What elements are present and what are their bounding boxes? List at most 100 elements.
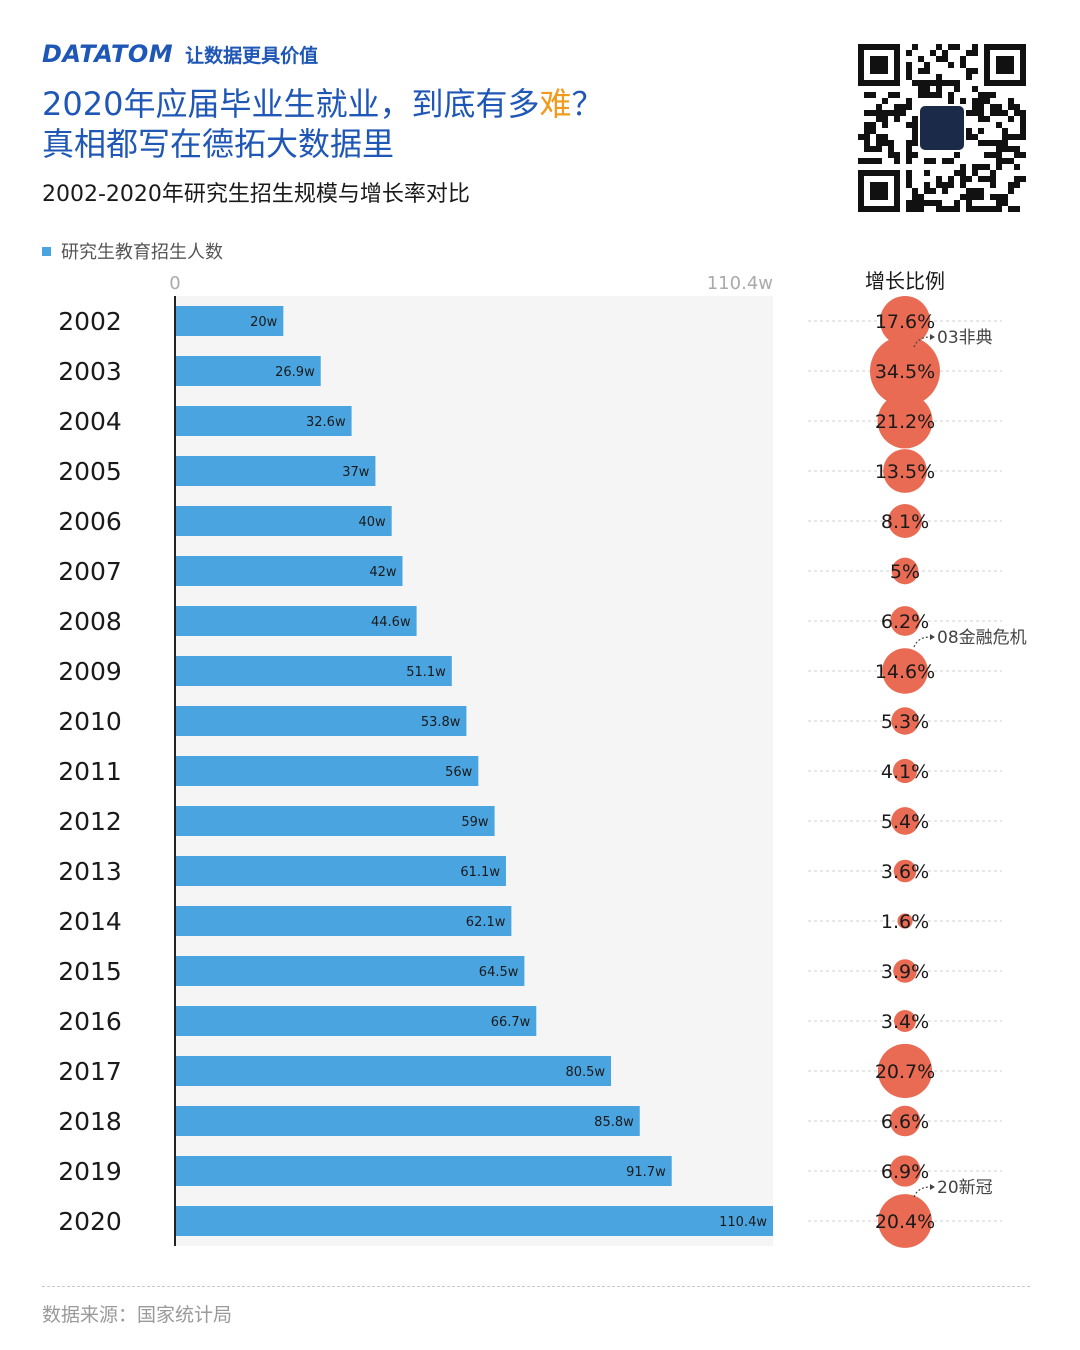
year-label: 2009 — [58, 657, 122, 686]
growth-label: 14.6% — [875, 661, 935, 683]
growth-label: 3.6% — [881, 861, 929, 883]
year-label: 2007 — [58, 557, 122, 586]
bar-value-label: 66.7w — [491, 1015, 531, 1030]
growth-label: 5% — [890, 561, 920, 583]
growth-label: 6.9% — [881, 1161, 929, 1183]
growth-bubble — [893, 859, 917, 883]
chart-subtitle: 2002-2020年研究生招生规模与增长率对比 — [42, 182, 470, 207]
bar-value-label: 42w — [369, 565, 397, 580]
year-label: 2013 — [58, 857, 122, 886]
growth-bubble — [888, 504, 922, 538]
year-label: 2015 — [58, 957, 122, 986]
bar — [175, 1156, 672, 1186]
bar-value-label: 37w — [342, 465, 370, 480]
bar-value-label: 56w — [445, 765, 473, 780]
annotation-arrowhead — [930, 1184, 935, 1190]
growth-label: 17.6% — [875, 311, 935, 333]
growth-label: 3.4% — [881, 1011, 929, 1033]
growth-label: 21.2% — [875, 411, 935, 433]
year-label: 2016 — [58, 1007, 122, 1036]
year-label: 2012 — [58, 807, 122, 836]
growth-bubble — [877, 1043, 933, 1099]
bar-value-label: 32.6w — [306, 415, 346, 430]
bar-value-label: 44.6w — [371, 615, 411, 630]
bar-value-label: 61.1w — [460, 865, 500, 880]
year-label: 2003 — [58, 357, 122, 386]
year-label: 2008 — [58, 607, 122, 636]
bar-value-label: 91.7w — [626, 1165, 666, 1180]
year-label: 2010 — [58, 707, 122, 736]
growth-header: 增长比例 — [865, 269, 945, 293]
bar — [175, 406, 352, 436]
title-highlight: 难 — [539, 85, 572, 123]
growth-bubble — [877, 393, 933, 449]
bar — [175, 856, 506, 886]
growth-label: 6.6% — [881, 1111, 929, 1133]
year-label: 2004 — [58, 407, 122, 436]
growth-bubble — [897, 913, 913, 929]
axis-min-label: 0 — [169, 273, 180, 294]
annotation-connector — [913, 636, 931, 648]
growth-bubble — [880, 296, 930, 346]
year-label: 2019 — [58, 1157, 122, 1186]
growth-bubble — [891, 707, 919, 735]
qr-code-icon — [858, 44, 1026, 212]
bar-value-label: 53.8w — [421, 715, 461, 730]
chart-legend: 研究生教育招生人数 — [42, 238, 223, 264]
bar-value-label: 80.5w — [565, 1065, 605, 1080]
axis-max-label: 110.4w — [707, 273, 773, 294]
bar-value-label: 62.1w — [466, 915, 506, 930]
growth-bubble — [878, 1194, 932, 1248]
growth-label: 1.6% — [881, 911, 929, 933]
bar-value-label: 26.9w — [275, 365, 315, 380]
growth-label: 20.4% — [875, 1211, 935, 1233]
annotation-connector — [913, 336, 931, 348]
brand-slogan: 让数据更具价值 — [185, 44, 319, 67]
growth-bubble — [894, 1010, 916, 1032]
bar-value-label: 85.8w — [594, 1115, 634, 1130]
bar-value-label: 110.4w — [719, 1215, 767, 1230]
growth-bubble — [892, 758, 918, 784]
page-title: 2020年应届毕业生就业，到底有多难？ 真相都写在德拓大数据里 — [42, 84, 603, 164]
bar — [175, 606, 417, 636]
year-label: 2002 — [58, 307, 122, 336]
annotation-label: 20新冠 — [937, 1178, 993, 1198]
year-label: 2018 — [58, 1107, 122, 1136]
growth-bubble — [882, 648, 928, 694]
footer-divider — [42, 1286, 1030, 1287]
growth-label: 5.4% — [881, 811, 929, 833]
growth-bubble — [889, 1105, 921, 1137]
brand-name: DATATOM — [42, 40, 174, 68]
growth-label: 20.7% — [875, 1061, 935, 1083]
bar — [175, 506, 392, 536]
bar — [175, 1106, 640, 1136]
growth-bubble — [870, 336, 940, 406]
growth-bubble — [893, 959, 917, 983]
bar-chart: 0 110.4w 增长比例 2002 20w 17.6% 2003 26.9w 34.5% 200… — [58, 269, 1027, 1248]
growth-label: 8.1% — [881, 511, 929, 533]
growth-bubble — [889, 1155, 921, 1187]
growth-bubble — [891, 557, 919, 585]
bar — [175, 456, 376, 486]
annotation-connector — [913, 1186, 931, 1198]
bar — [175, 1056, 612, 1086]
bar-value-label: 51.1w — [406, 665, 446, 680]
year-label: 2006 — [58, 507, 122, 536]
brand-logo: DATATOM 让数据更具价值 — [42, 40, 318, 68]
bar-value-label: 20w — [250, 315, 278, 330]
bar-value-label: 59w — [461, 815, 489, 830]
bar — [175, 1206, 773, 1236]
bar — [175, 656, 452, 686]
bar — [175, 956, 525, 986]
bar — [175, 1006, 537, 1036]
title-line-2: 真相都写在德拓大数据里 — [42, 125, 395, 163]
legend-label: 研究生教育招生人数 — [61, 242, 223, 263]
legend-swatch — [42, 246, 51, 256]
annotation-arrowhead — [930, 634, 935, 640]
bar — [175, 906, 512, 936]
bar — [175, 306, 284, 336]
annotation-arrowhead — [930, 334, 935, 340]
title-line-1: 2020年应届毕业生就业，到底有多难？ — [42, 84, 603, 124]
growth-bubble — [883, 449, 927, 493]
bar — [175, 706, 467, 736]
